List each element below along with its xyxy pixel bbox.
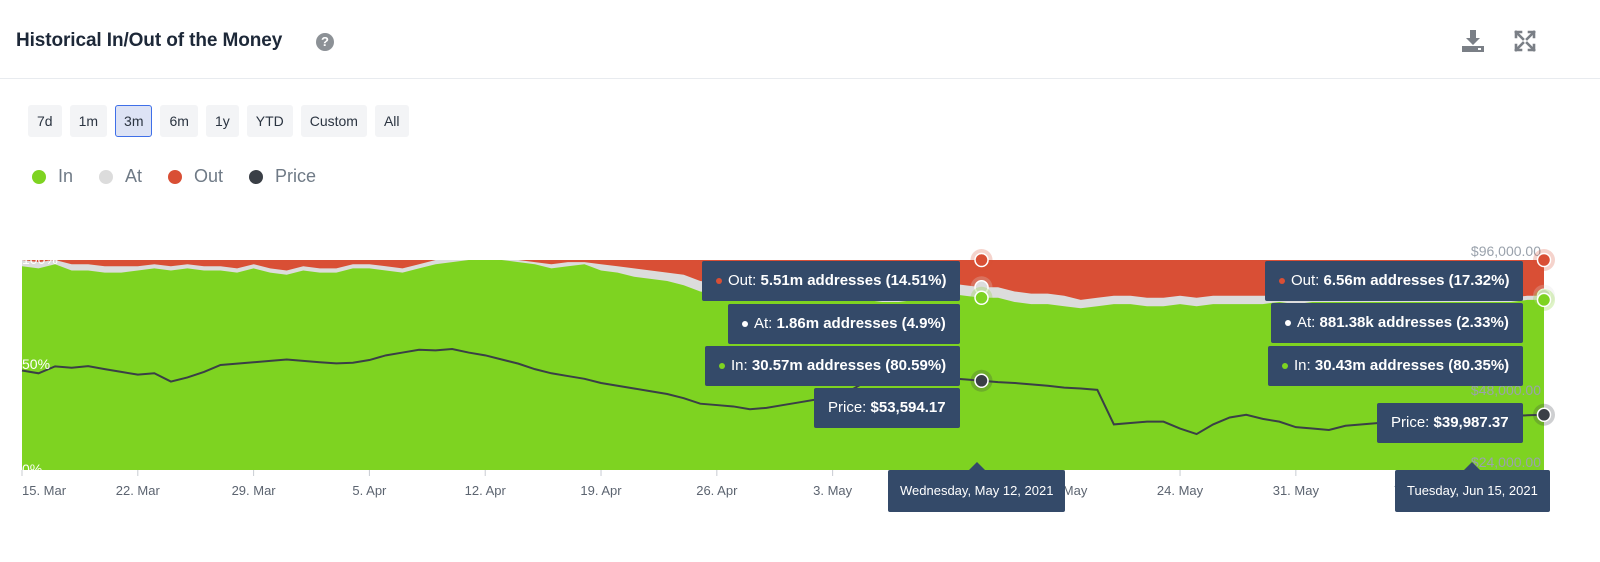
tooltip-in-2: In: 30.43m addresses (80.35%) bbox=[1268, 346, 1524, 386]
tooltip-label: Out: bbox=[1291, 272, 1324, 289]
tooltip-price-2: Price: $39,987.37 bbox=[1377, 403, 1523, 443]
legend-dot bbox=[32, 169, 46, 184]
range-button-1y[interactable]: 1y bbox=[205, 105, 239, 137]
range-button-3m[interactable]: 3m bbox=[115, 105, 153, 137]
range-button-7d[interactable]: 7d bbox=[28, 105, 62, 137]
legend-item-in[interactable]: In bbox=[32, 166, 73, 187]
legend-dot bbox=[99, 169, 114, 184]
tooltip-label: Out: bbox=[728, 272, 761, 289]
tooltip-dot bbox=[716, 278, 722, 285]
tooltip-dot bbox=[742, 321, 748, 328]
question-circle-icon[interactable]: ? bbox=[316, 33, 334, 51]
tooltip-value: 30.57m addresses (80.59%) bbox=[751, 357, 947, 374]
time-range-selector: 7d 1m 3m 6m 1y YTD Custom All bbox=[28, 105, 409, 137]
x-tick-label: 5. Apr bbox=[352, 483, 387, 498]
tooltip-value: $53,594.17 bbox=[870, 399, 946, 416]
tooltip-label: In: bbox=[1294, 357, 1315, 374]
tooltip-at-2: At: 881.38k addresses (2.33%) bbox=[1271, 303, 1523, 343]
y-right-tick-label: $48,000.00 bbox=[1471, 382, 1541, 398]
range-button-ytd[interactable]: YTD bbox=[246, 105, 293, 137]
price-line bbox=[21, 347, 1545, 436]
legend-item-price[interactable]: Price bbox=[249, 166, 316, 187]
x-tick-label: 31. May bbox=[1273, 483, 1320, 498]
tooltip-label: At: bbox=[754, 315, 777, 332]
fullscreen-icon[interactable] bbox=[1512, 28, 1538, 54]
range-button-custom[interactable]: Custom bbox=[300, 105, 367, 137]
y-left-tick-label: 0% bbox=[22, 461, 42, 477]
chart-legend: In At Out Price bbox=[32, 166, 316, 187]
tooltip-value: 1.86m addresses (4.9%) bbox=[776, 315, 946, 332]
legend-item-out[interactable]: Out bbox=[168, 166, 223, 187]
tooltip-dot bbox=[1279, 278, 1285, 285]
x-tick-label: 24. May bbox=[1157, 483, 1204, 498]
page-title: Historical In/Out of the Money bbox=[16, 30, 283, 51]
legend-label: Price bbox=[275, 166, 317, 186]
x-tick-label: 29. Mar bbox=[232, 483, 277, 498]
marker-in-b bbox=[1536, 292, 1552, 308]
tooltip-value: $39,987.37 bbox=[1433, 414, 1509, 431]
tooltip-dot bbox=[1282, 363, 1288, 370]
download-icon[interactable] bbox=[1460, 28, 1486, 54]
legend-item-at[interactable]: At bbox=[99, 166, 142, 187]
marker-price-a bbox=[974, 373, 989, 388]
marker-out-b bbox=[1536, 252, 1552, 268]
legend-label: Out bbox=[194, 166, 224, 186]
tooltip-dot bbox=[1285, 320, 1291, 327]
x-tick-label: 26. Apr bbox=[696, 483, 738, 498]
tooltip-dot bbox=[719, 363, 725, 370]
y-right-tick-label: $24,000.00 bbox=[1471, 454, 1541, 470]
tooltip-value: 6.56m addresses (17.32%) bbox=[1323, 272, 1510, 289]
chart-header: Historical In/Out of the Money ? bbox=[0, 0, 1600, 79]
tooltip-value: 30.43m addresses (80.35%) bbox=[1314, 357, 1510, 374]
x-tick-label: 3. May bbox=[813, 483, 853, 498]
marker-price-b bbox=[1536, 407, 1552, 423]
tooltip-label: Price: bbox=[1391, 414, 1434, 431]
tooltip-label: At: bbox=[1297, 314, 1320, 331]
tooltip-label: In: bbox=[731, 357, 752, 374]
tooltip-value: 881.38k addresses (2.33%) bbox=[1319, 314, 1509, 331]
legend-label: In bbox=[58, 166, 74, 186]
tooltip-date-2: Tuesday, Jun 15, 2021 bbox=[1395, 462, 1550, 512]
range-button-1m[interactable]: 1m bbox=[69, 105, 108, 137]
legend-label: At bbox=[125, 166, 143, 186]
tooltip-date-1: Wednesday, May 12, 2021 bbox=[888, 462, 1066, 512]
y-left-tick-label: 100% bbox=[22, 251, 58, 267]
tooltip-out-1: Out: 5.51m addresses (14.51%) bbox=[702, 261, 961, 301]
tooltip-out-2: Out: 6.56m addresses (17.32%) bbox=[1265, 261, 1524, 301]
legend-dot bbox=[249, 169, 264, 184]
range-button-6m[interactable]: 6m bbox=[160, 105, 198, 137]
tooltip-in-1: In: 30.57m addresses (80.59%) bbox=[705, 346, 961, 386]
legend-dot bbox=[168, 169, 183, 184]
y-left-tick-label: 50% bbox=[22, 356, 50, 372]
x-tick-label: 15. Mar bbox=[22, 483, 67, 498]
tooltip-value: 5.51m addresses (14.51%) bbox=[760, 272, 947, 289]
marker-out-a bbox=[974, 252, 989, 268]
tooltip-label: Price: bbox=[828, 399, 871, 416]
x-tick-label: 19. Apr bbox=[580, 483, 622, 498]
range-button-all[interactable]: All bbox=[374, 105, 409, 137]
y-right-tick-label: $96,000.00 bbox=[1471, 243, 1541, 259]
x-tick-label: 12. Apr bbox=[465, 483, 507, 498]
tooltip-price-1: Price: $53,594.17 bbox=[814, 388, 960, 428]
x-tick-label: 22. Mar bbox=[116, 483, 161, 498]
tooltip-at-1: At: 1.86m addresses (4.9%) bbox=[728, 304, 960, 344]
marker-in-a bbox=[974, 290, 989, 306]
